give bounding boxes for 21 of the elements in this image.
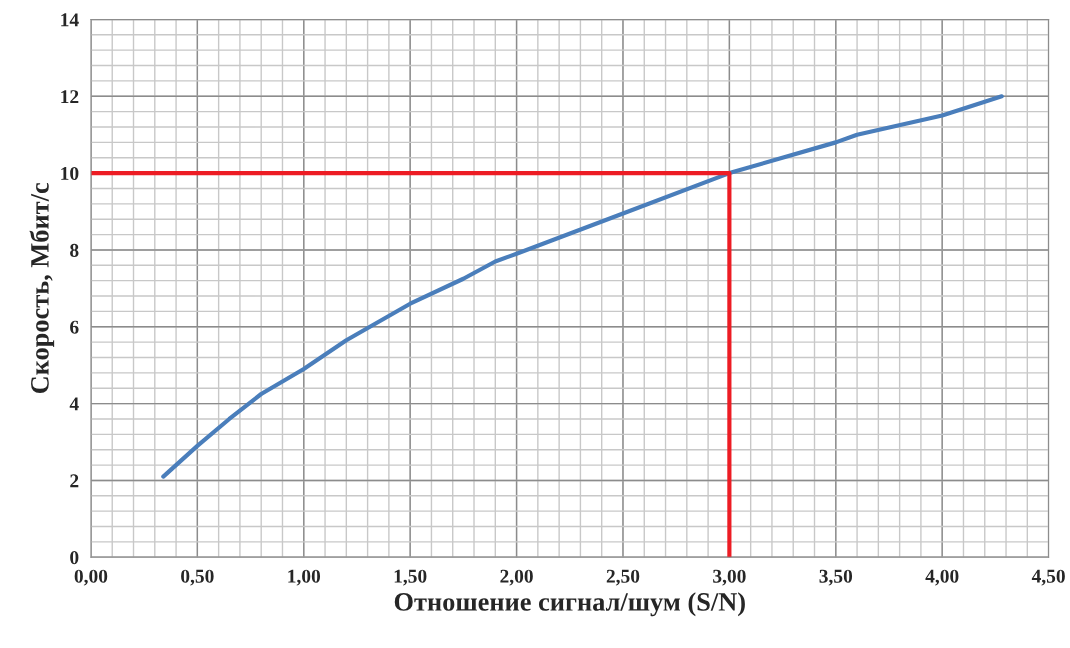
y-tick-label: 2 [70, 474, 79, 488]
x-tick-label: 1,00 [288, 569, 321, 586]
y-tick-label: 8 [70, 243, 79, 257]
y-tick-label: 0 [70, 551, 79, 565]
y-tick-label: 10 [61, 166, 79, 181]
x-axis-title: Отношение сигнал/шум (S/N) [394, 592, 745, 617]
x-tick-label: 4,50 [1031, 569, 1065, 586]
y-axis-title: Скорость, Мбит/с [29, 182, 55, 394]
x-tick-label: 2,00 [500, 569, 533, 586]
x-tick-label: 3,00 [713, 569, 746, 586]
y-tick-label: 4 [69, 397, 79, 411]
y-tick-label: 12 [61, 90, 79, 104]
x-tick-label: 0,00 [74, 569, 108, 586]
x-tick-label: 1,50 [394, 569, 427, 586]
x-tick-label: 2,50 [606, 569, 640, 586]
y-tick-label: 14 [61, 13, 79, 27]
x-tick-label: 0,50 [181, 569, 214, 586]
x-tick-label: 3,50 [819, 569, 853, 586]
y-tick-label: 6 [70, 320, 79, 334]
line-series [161, 94, 1004, 479]
x-tick-label: 4,00 [925, 569, 959, 586]
